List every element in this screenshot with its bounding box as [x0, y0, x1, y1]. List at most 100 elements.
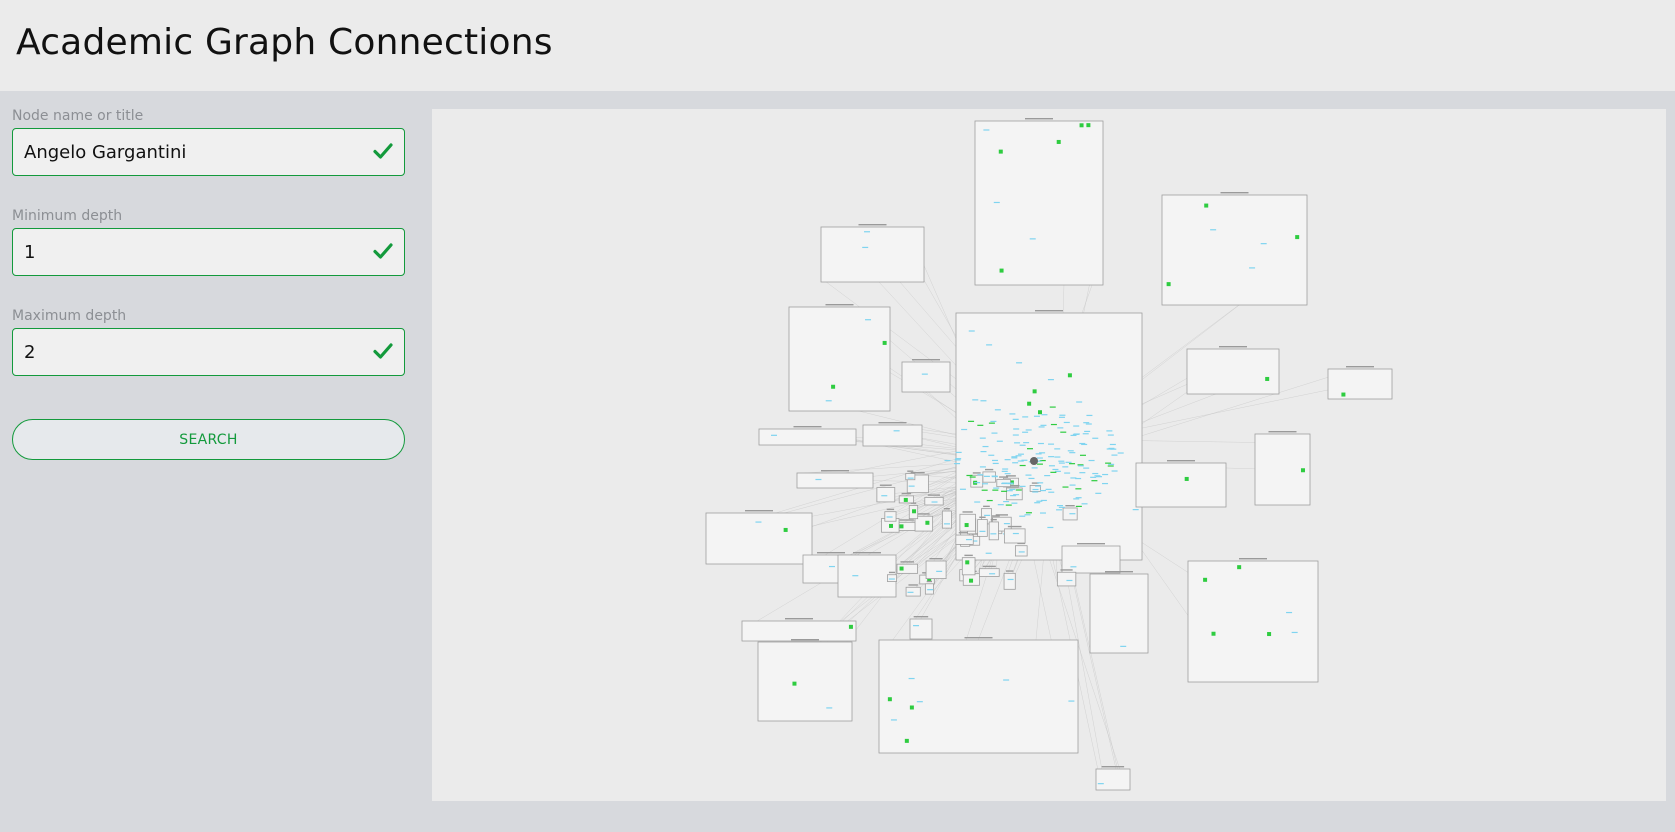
- graph-node: [1031, 467, 1038, 469]
- graph-node: [1069, 513, 1076, 515]
- graph-node: [912, 509, 917, 514]
- community-box: [1062, 504, 1078, 521]
- graph-node: [974, 501, 981, 503]
- graph-node: [1079, 442, 1086, 445]
- community-box: [914, 513, 934, 532]
- community-box: [1327, 366, 1393, 400]
- graph-node: [1032, 488, 1039, 491]
- graph-node: [1054, 456, 1061, 458]
- graph-node: [1069, 452, 1076, 454]
- app-header: Academic Graph Connections: [0, 0, 1675, 91]
- graph-node: [1040, 499, 1047, 502]
- graph-node: [1028, 477, 1035, 480]
- graph-node: [1060, 431, 1067, 433]
- graph-node: [921, 373, 928, 375]
- graph-node: [983, 475, 990, 477]
- graph-node: [1341, 392, 1346, 397]
- graph-node: [1002, 468, 1009, 470]
- hub-cluster: [944, 406, 1124, 517]
- graph-node: [1286, 611, 1293, 614]
- graph-node: [1047, 379, 1054, 381]
- graph-node: [1049, 406, 1056, 408]
- graph-node: [997, 504, 1004, 506]
- graph-node: [1017, 453, 1024, 455]
- graph-node: [1295, 235, 1300, 240]
- graph-node: [1001, 482, 1008, 484]
- graph-node: [887, 697, 892, 702]
- graph-node: [1120, 645, 1127, 647]
- graph-node: [907, 591, 914, 593]
- graph-node: [909, 705, 914, 710]
- graph-node: [1044, 475, 1051, 477]
- graph-node: [1073, 498, 1080, 500]
- max-depth-input[interactable]: [13, 329, 404, 375]
- graph-node: [1083, 422, 1090, 424]
- community-box: [908, 502, 919, 520]
- community-box: [862, 422, 923, 447]
- graph-node: [1081, 503, 1088, 505]
- graph-node: [1035, 453, 1042, 455]
- min-depth-input[interactable]: [13, 229, 404, 275]
- graph-node: [1184, 476, 1189, 481]
- hub-node: [1030, 457, 1038, 465]
- node-name-input[interactable]: [13, 129, 404, 175]
- graph-node: [981, 483, 988, 485]
- graph-node: [1016, 362, 1023, 364]
- graph-node: [980, 450, 987, 453]
- page-title: Academic Graph Connections: [16, 22, 553, 63]
- community-box: [878, 637, 1079, 754]
- graph-node: [1090, 476, 1097, 478]
- graph-node: [1048, 465, 1055, 467]
- graph-node: [988, 422, 995, 424]
- graph-node: [977, 474, 984, 476]
- graph-node: [1032, 491, 1039, 493]
- graph-node: [1109, 443, 1116, 446]
- graph-node: [971, 540, 978, 542]
- graph-node: [1018, 551, 1025, 553]
- graph-node: [904, 738, 909, 743]
- graph-node: [1012, 532, 1019, 535]
- graph-node: [931, 501, 938, 503]
- check-icon: [373, 143, 393, 159]
- community-box: [820, 224, 925, 283]
- graph-node: [1048, 456, 1055, 458]
- community-box: [979, 565, 1000, 577]
- graph-node: [993, 487, 1000, 489]
- graph-node: [1050, 471, 1057, 473]
- min-depth-field: Minimum depth: [12, 206, 405, 276]
- search-button[interactable]: SEARCH: [12, 419, 405, 460]
- graph-node: [936, 570, 943, 572]
- graph-node: [966, 474, 973, 477]
- graph-node: [1025, 474, 1032, 476]
- graph-node: [1070, 477, 1077, 479]
- graph-node: [1025, 429, 1032, 431]
- graph-node: [1009, 488, 1016, 491]
- graph-node: [1291, 631, 1298, 634]
- community-box: [898, 492, 914, 504]
- graph-node: [1075, 497, 1082, 499]
- graph-node: [955, 458, 962, 460]
- graph-svg[interactable]: [432, 109, 1666, 801]
- graph-node: [1011, 456, 1018, 458]
- graph-node: [1102, 482, 1109, 485]
- graph-node: [955, 451, 962, 454]
- graph-node: [1111, 454, 1118, 456]
- community-box: [1056, 569, 1077, 587]
- graph-node: [1132, 509, 1139, 511]
- graph-node: [1010, 495, 1017, 497]
- community-box: [941, 508, 952, 529]
- node-name-input-wrap: [12, 128, 405, 176]
- graph-node: [1096, 476, 1103, 478]
- graph-node: [1210, 229, 1217, 231]
- graph-node: [1083, 467, 1090, 469]
- graph-canvas[interactable]: [432, 109, 1666, 801]
- graph-node: [1081, 443, 1088, 446]
- graph-node: [831, 384, 836, 389]
- graph-node: [865, 319, 872, 321]
- graph-node: [1084, 430, 1091, 433]
- graph-node: [988, 454, 995, 456]
- graph-node: [1003, 523, 1010, 525]
- graph-node: [1021, 459, 1028, 461]
- community-box: [924, 494, 944, 506]
- community-box: [1095, 766, 1131, 791]
